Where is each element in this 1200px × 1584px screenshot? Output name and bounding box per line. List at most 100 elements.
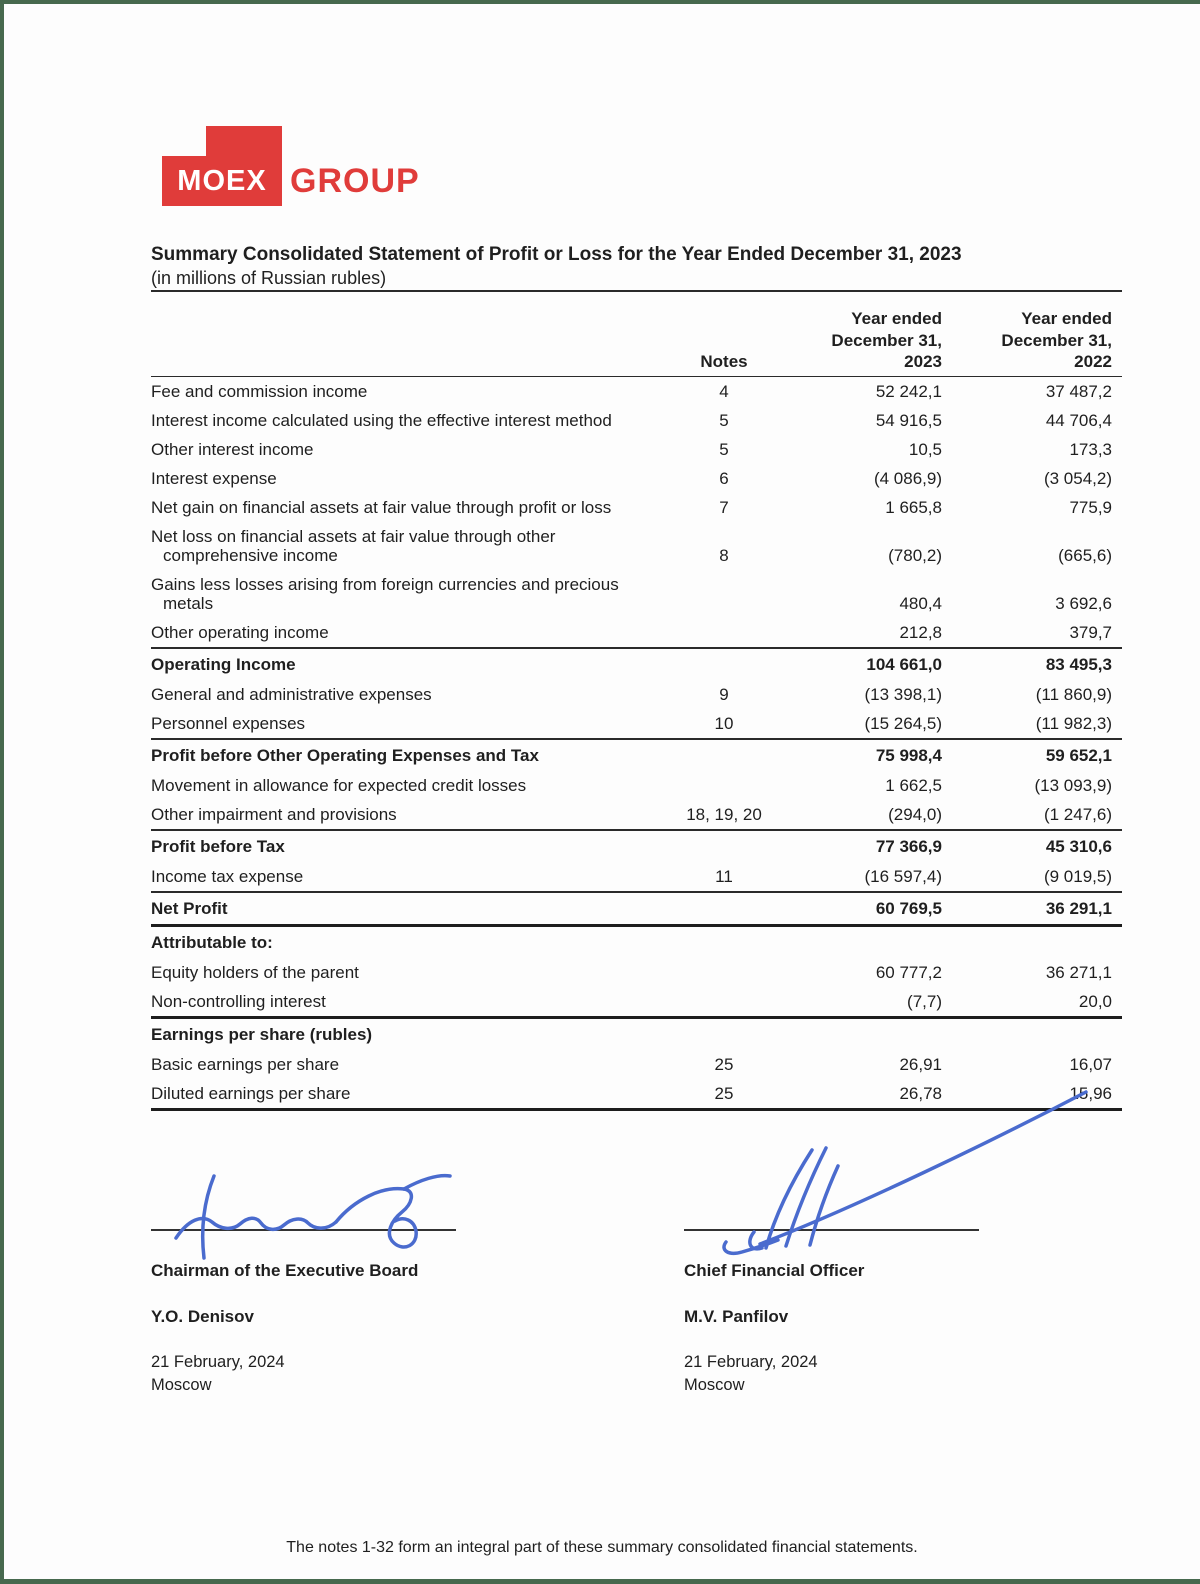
row-value-2023: (7,7) <box>907 992 942 1012</box>
table-row: Diluted earnings per share 25 26,78 15,96 <box>151 1079 1122 1108</box>
signature-city-chairman: Moscow <box>151 1376 212 1395</box>
moex-group-logo: MOEX GROUP <box>162 126 420 206</box>
signature-block-cfo: Chief Financial Officer M.V. Panfilov 21… <box>684 1229 979 1397</box>
table-row: Attributable to: <box>151 924 1122 958</box>
row-value-2022: 15,96 <box>1069 1084 1112 1104</box>
signature-name-cfo: M.V. Panfilov <box>684 1307 789 1327</box>
row-label: Net Profit <box>151 899 228 919</box>
row-value-2023: 77 366,9 <box>875 837 942 857</box>
signature-section: Chairman of the Executive Board Y.O. Den… <box>151 1229 1122 1397</box>
row-value-2023: (4 086,9) <box>873 469 942 489</box>
row-label: Other operating income <box>151 623 329 643</box>
row-note: 5 <box>719 411 729 431</box>
row-value-2023: 26,78 <box>899 1084 942 1104</box>
table-row: Other impairment and provisions 18, 19, 2… <box>151 800 1122 829</box>
table-header-row: Notes Year ended December 31, 2023 Year … <box>151 308 1122 378</box>
header-year-2023: Year ended December 31, 2023 <box>831 309 942 371</box>
row-label: Equity holders of the parent <box>151 963 359 983</box>
signature-date-chairman: 21 February, 2024 <box>151 1353 285 1372</box>
row-label: Gains less losses arising from foreign c… <box>151 575 619 614</box>
row-note: 18, 19, 20 <box>686 805 762 825</box>
row-value-2023: 10,5 <box>908 440 942 460</box>
row-label: Profit before Other Operating Expenses a… <box>151 746 539 766</box>
row-value-2022: (3 054,2) <box>1043 469 1112 489</box>
signature-line-chairman <box>151 1229 456 1232</box>
footer-note: The notes 1-32 form an integral part of … <box>286 1539 918 1556</box>
row-note: 5 <box>719 440 729 460</box>
row-label: Diluted earnings per share <box>151 1084 351 1104</box>
row-value-2023: 26,91 <box>899 1055 942 1075</box>
table-row: Fee and commission income 4 52 242,1 37 487… <box>151 377 1122 406</box>
row-value-2023: 480,4 <box>899 594 942 614</box>
document-title: Summary Consolidated Statement of Profit… <box>151 244 962 265</box>
row-note: 4 <box>719 382 729 402</box>
row-value-2022: 36 271,1 <box>1045 963 1112 983</box>
row-note: 9 <box>719 685 729 705</box>
row-label: Basic earnings per share <box>151 1055 340 1075</box>
row-label: Non-controlling interest <box>151 992 326 1012</box>
table-row: Operating Income 104 661,0 83 495,3 <box>151 647 1122 680</box>
row-value-2022: 83 495,3 <box>1045 655 1112 675</box>
row-value-2023: (294,0) <box>888 805 942 825</box>
row-label: Interest income calculated using the eff… <box>151 411 612 431</box>
row-value-2023: 54 916,5 <box>875 411 942 431</box>
row-value-2023: (15 264,5) <box>864 714 943 734</box>
row-value-2022: 37 487,2 <box>1045 382 1112 402</box>
row-note: 8 <box>719 546 729 566</box>
row-value-2022: 3 692,6 <box>1055 594 1112 614</box>
row-value-2022: (9 019,5) <box>1043 867 1112 887</box>
row-value-2023: 1 665,8 <box>885 498 942 518</box>
table-body: Fee and commission income 4 52 242,1 37 487… <box>151 377 1122 1112</box>
row-label: General and administrative expenses <box>151 685 432 705</box>
row-note: 25 <box>714 1055 734 1075</box>
profit-loss-table: Notes Year ended December 31, 2023 Year … <box>151 308 1122 1112</box>
logo-moex-text: MOEX <box>177 164 267 197</box>
table-row: Income tax expense 11 (16 597,4) (9 019,5) <box>151 862 1122 891</box>
table-row: Basic earnings per share 25 26,91 16,07 <box>151 1050 1122 1079</box>
row-value-2022: 16,07 <box>1069 1055 1112 1075</box>
signature-city-cfo: Moscow <box>684 1376 745 1395</box>
header-notes: Notes <box>700 352 748 372</box>
row-value-2023: 60 777,2 <box>875 963 942 983</box>
table-row: Non-controlling interest (7,7) 20,0 <box>151 987 1122 1016</box>
header-year-2022: Year ended December 31, 2022 <box>1001 309 1112 371</box>
row-value-2022: 775,9 <box>1069 498 1112 518</box>
table-row: Personnel expenses 10 (15 264,5) (11 982,3) <box>151 709 1122 738</box>
row-note: 11 <box>715 867 733 887</box>
row-label: Interest expense <box>151 469 277 489</box>
row-label: Fee and commission income <box>151 382 368 402</box>
row-note: 10 <box>714 714 734 734</box>
table-row: Gains less losses arising from foreign c… <box>151 570 1122 618</box>
row-value-2022: (13 093,9) <box>1034 776 1113 796</box>
row-note: 6 <box>719 469 729 489</box>
row-note: 25 <box>714 1084 734 1104</box>
signature-title-cfo: Chief Financial Officer <box>684 1261 865 1281</box>
row-value-2023: (780,2) <box>888 546 942 566</box>
table-row: Other operating income 212,8 379,7 <box>151 618 1122 647</box>
signature-title-chairman: Chairman of the Executive Board <box>151 1261 419 1281</box>
row-value-2022: (665,6) <box>1058 546 1112 566</box>
row-value-2022: 173,3 <box>1069 440 1112 460</box>
row-value-2022: 59 652,1 <box>1045 746 1112 766</box>
table-row: Equity holders of the parent 60 777,2 36 2… <box>151 958 1122 987</box>
table-row: Net gain on financial assets at fair val… <box>151 493 1122 522</box>
table-row: Interest expense 6 (4 086,9) (3 054,2) <box>151 464 1122 493</box>
row-value-2023: 75 998,4 <box>875 746 942 766</box>
row-label: Earnings per share (rubles) <box>151 1025 373 1045</box>
row-label: Personnel expenses <box>151 714 306 734</box>
row-value-2022: 20,0 <box>1078 992 1112 1012</box>
signature-block-chairman: Chairman of the Executive Board Y.O. Den… <box>151 1229 456 1397</box>
row-value-2022: (11 982,3) <box>1035 714 1112 734</box>
row-label: Other interest income <box>151 440 314 460</box>
table-row: Net Profit 60 769,5 36 291,1 <box>151 891 1122 924</box>
row-label: Movement in allowance for expected credi… <box>151 776 527 796</box>
row-value-2022: (1 247,6) <box>1043 805 1112 825</box>
logo-base-shape: MOEX <box>162 156 282 206</box>
row-value-2023: 52 242,1 <box>875 382 942 402</box>
row-value-2022: 36 291,1 <box>1045 899 1112 919</box>
table-row: General and administrative expenses 9 (13 … <box>151 680 1122 709</box>
row-label: Net gain on financial assets at fair val… <box>151 498 612 518</box>
row-value-2022: 44 706,4 <box>1045 411 1112 431</box>
row-note: 7 <box>719 498 729 518</box>
